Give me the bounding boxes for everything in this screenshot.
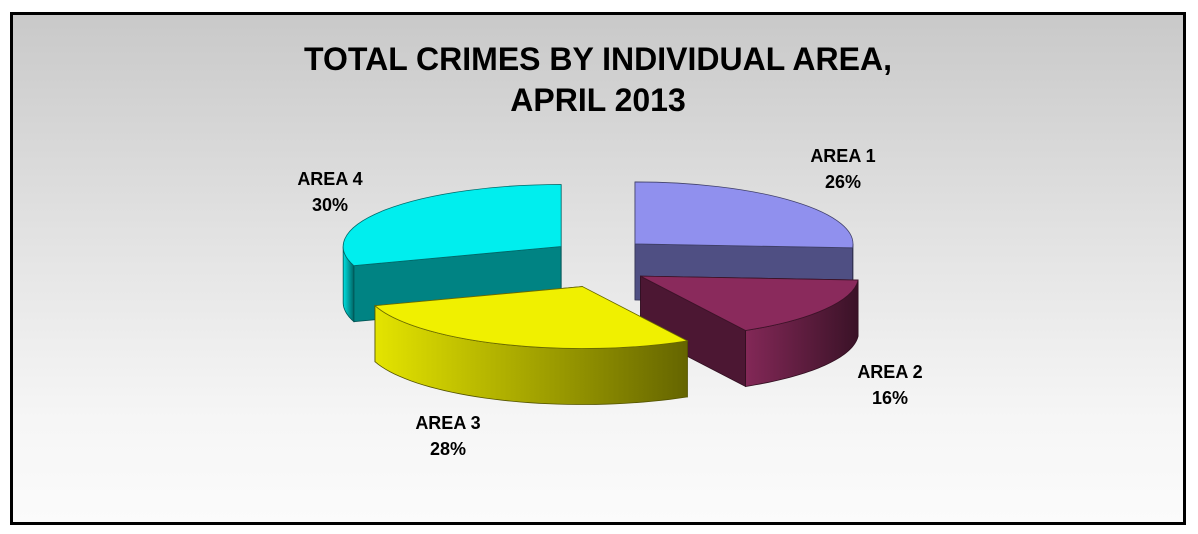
slice-label-area-2: AREA 2 [857,362,922,382]
pie-slice-area-2 [640,275,859,388]
chart-title-line-1: TOTAL CRIMES BY INDIVIDUAL AREA, [304,41,892,77]
slice-pct-area-2: 16% [872,388,908,408]
chart-title-line-2: APRIL 2013 [510,82,686,118]
slice-pct-area-1: 26% [825,172,861,192]
slice-label-area-4: AREA 4 [297,169,362,189]
slice-pct-area-3: 28% [430,439,466,459]
slice-label-area-3: AREA 3 [415,413,480,433]
slice-pct-area-4: 30% [312,195,348,215]
slice-label-area-1: AREA 1 [810,146,875,166]
chart-area: TOTAL CRIMES BY INDIVIDUAL AREA, APRIL 2… [10,12,1186,525]
pie-slice-area-3 [374,285,689,405]
